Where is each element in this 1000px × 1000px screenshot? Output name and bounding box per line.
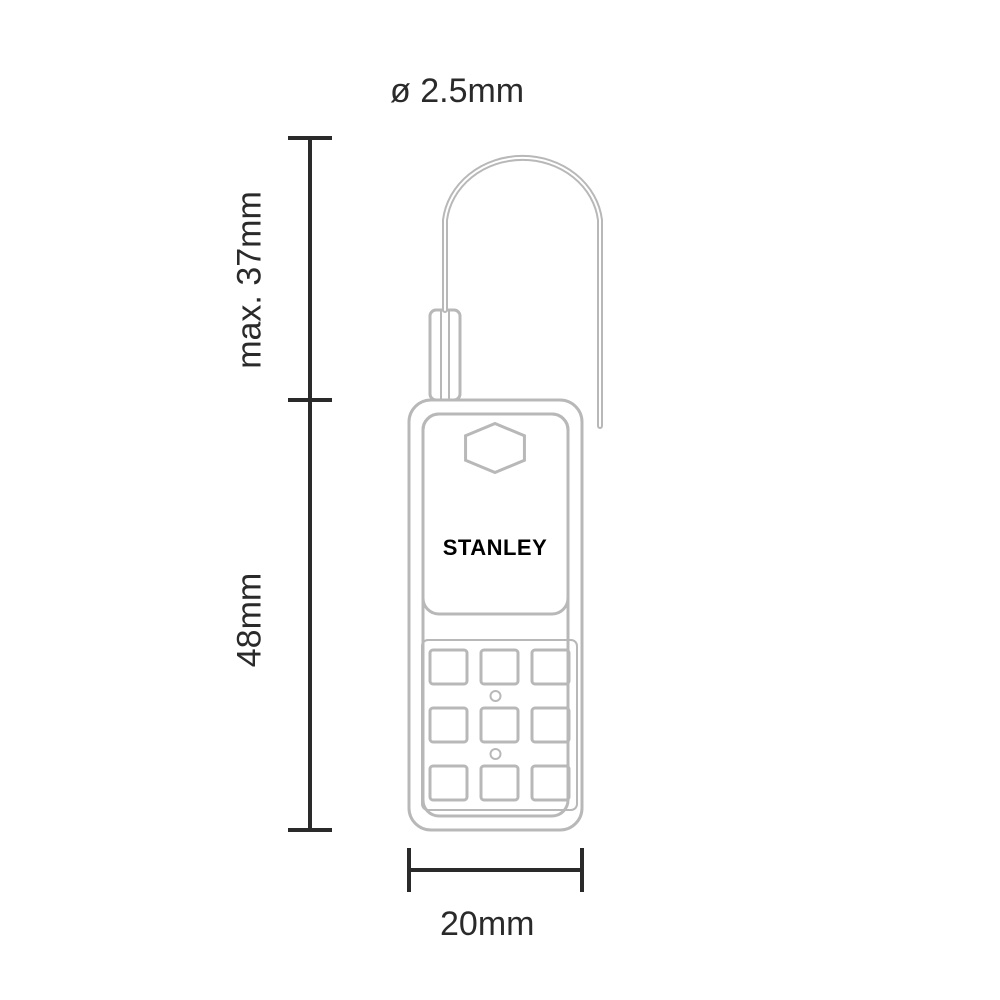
- diameter-label: ø 2.5mm: [390, 72, 524, 111]
- brand-label: STANLEY: [443, 535, 548, 561]
- width-label: 20mm: [440, 905, 534, 944]
- shackle-height-label: max. 37mm: [231, 191, 270, 369]
- body-height-label: 48mm: [231, 573, 270, 667]
